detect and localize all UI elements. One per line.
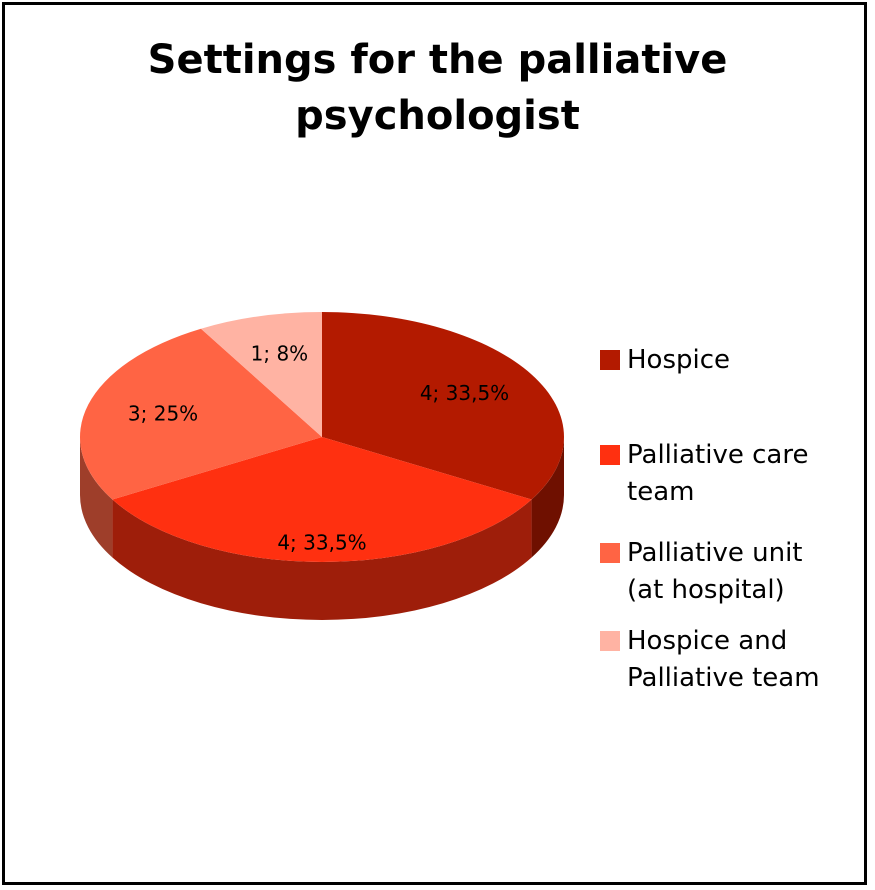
data-label: 3; 25% [128, 402, 198, 426]
chart-title: Settings for the palliative psychologist [147, 37, 728, 139]
slice-side [531, 437, 564, 558]
slice-side [80, 437, 113, 558]
slice-side [112, 499, 532, 620]
data-label: 4; 33,5% [277, 531, 366, 555]
legend-label: Palliative care team [627, 440, 809, 507]
legend-swatch [600, 631, 620, 651]
legend-label: Hospice [627, 345, 731, 375]
slice [112, 437, 532, 562]
slice [201, 312, 322, 437]
legend-swatch [600, 445, 620, 465]
legend-swatch [600, 543, 620, 563]
slice [322, 312, 564, 500]
legend-label: Palliative unit (at hospital) [627, 538, 803, 605]
legend-label: Hospice and Palliative team [627, 626, 820, 693]
slice [80, 328, 322, 500]
legend-swatch [600, 350, 620, 370]
data-label: 4; 33,5% [420, 381, 509, 405]
data-label: 1; 8% [251, 341, 309, 365]
